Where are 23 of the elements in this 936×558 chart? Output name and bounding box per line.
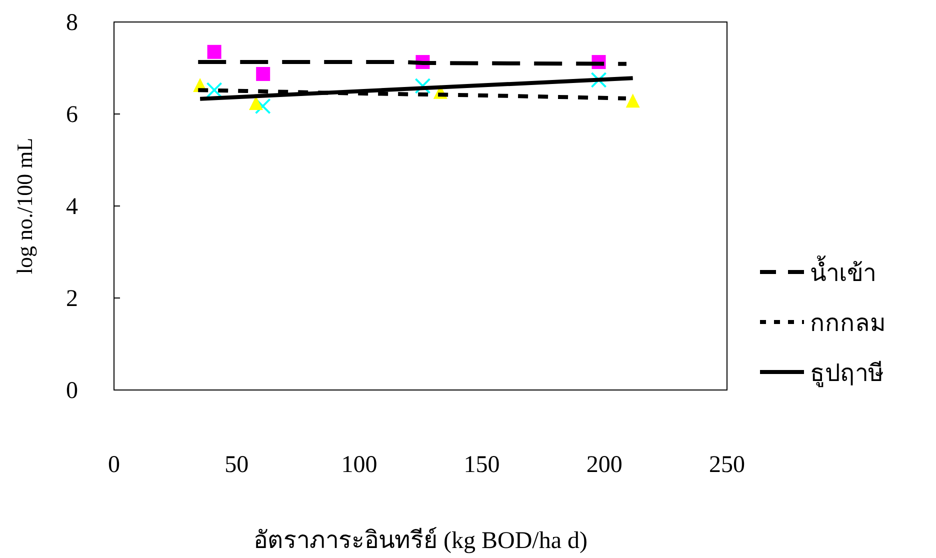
x-tick-label: 50 xyxy=(224,452,249,478)
legend-label: ธูปฤาษี xyxy=(810,360,884,388)
y-tick-label: 0 xyxy=(66,378,78,404)
x-tick-label: 100 xyxy=(341,452,378,478)
point xyxy=(256,66,270,81)
point xyxy=(590,72,607,88)
x-tick-label: 200 xyxy=(586,452,622,478)
point xyxy=(254,98,271,114)
point xyxy=(207,44,222,59)
point xyxy=(206,82,222,98)
legend-label: กกกลม xyxy=(810,311,886,337)
x-axis-title: อัตราภาระอินทรีย์ (kg BOD/ha d) xyxy=(254,526,588,554)
y-tick-label: 4 xyxy=(66,194,78,220)
y-tick-label: 6 xyxy=(66,102,78,128)
legend-label: น้ำเข้า xyxy=(810,255,876,287)
y-axis-title: log no./100 mL xyxy=(12,138,37,274)
point xyxy=(626,94,640,108)
x-tick-label: 0 xyxy=(108,452,120,478)
x-tick-label: 150 xyxy=(464,452,500,478)
x-tick-label: 250 xyxy=(709,452,745,478)
point xyxy=(414,78,431,94)
y-tick-label: 8 xyxy=(66,10,78,36)
y-tick-label: 2 xyxy=(66,286,78,312)
